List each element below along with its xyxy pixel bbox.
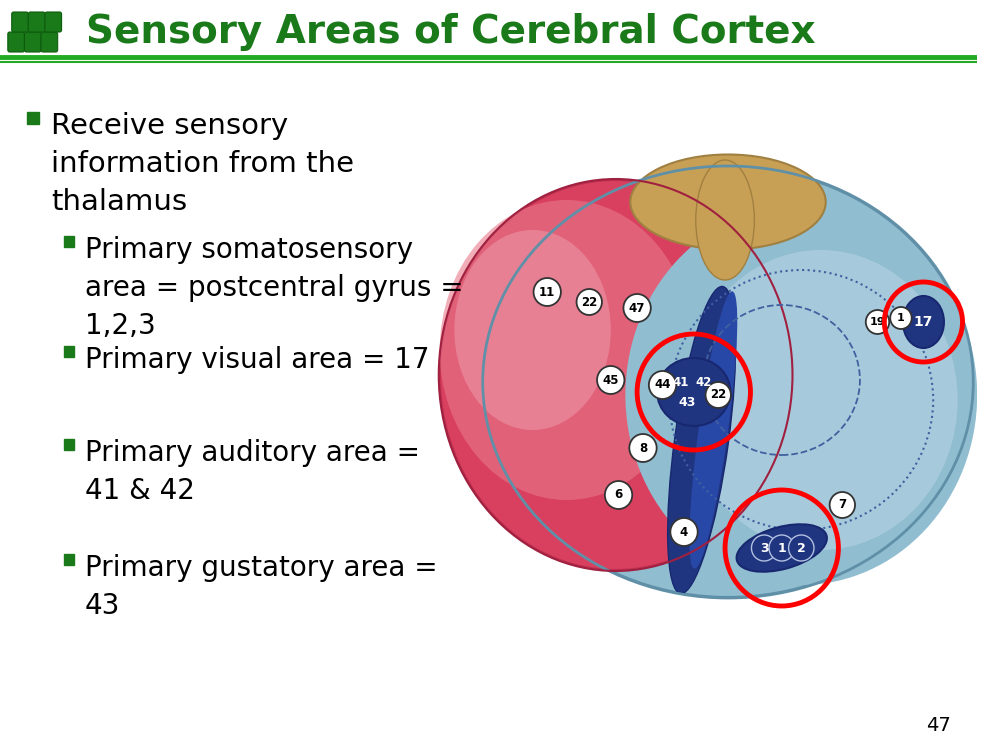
Text: 41: 41	[673, 376, 689, 388]
Circle shape	[577, 289, 602, 315]
FancyBboxPatch shape	[41, 32, 58, 52]
Text: 47: 47	[629, 302, 645, 314]
Text: 8: 8	[639, 442, 647, 454]
Text: 11: 11	[539, 286, 555, 298]
Ellipse shape	[689, 291, 737, 568]
FancyBboxPatch shape	[28, 12, 45, 32]
Text: 42: 42	[695, 376, 712, 388]
Bar	[64, 554, 74, 565]
Text: 3: 3	[760, 542, 768, 554]
Text: 4: 4	[680, 526, 688, 538]
Circle shape	[649, 371, 676, 399]
Circle shape	[670, 518, 698, 546]
Circle shape	[751, 535, 777, 561]
FancyBboxPatch shape	[12, 12, 28, 32]
Circle shape	[830, 492, 855, 518]
Ellipse shape	[625, 205, 977, 585]
Ellipse shape	[630, 154, 826, 250]
Bar	[27, 112, 39, 124]
Circle shape	[629, 434, 657, 462]
Circle shape	[605, 481, 632, 509]
Ellipse shape	[484, 167, 972, 597]
Circle shape	[769, 535, 794, 561]
FancyBboxPatch shape	[8, 32, 24, 52]
Ellipse shape	[684, 250, 958, 550]
Text: 22: 22	[581, 296, 597, 308]
Ellipse shape	[737, 524, 827, 572]
Circle shape	[789, 535, 814, 561]
Ellipse shape	[903, 296, 944, 348]
Text: 1: 1	[777, 542, 786, 554]
Text: 1: 1	[897, 313, 905, 323]
FancyBboxPatch shape	[45, 12, 62, 32]
Text: 45: 45	[602, 374, 619, 386]
Text: Primary auditory area =
41 & 42: Primary auditory area = 41 & 42	[85, 439, 420, 505]
Circle shape	[534, 278, 561, 306]
Ellipse shape	[454, 230, 611, 430]
Circle shape	[623, 294, 651, 322]
Circle shape	[890, 307, 912, 329]
FancyBboxPatch shape	[24, 32, 41, 52]
Text: 2: 2	[797, 542, 806, 554]
Text: Primary visual area = 17: Primary visual area = 17	[85, 346, 430, 374]
Bar	[64, 439, 74, 450]
Ellipse shape	[657, 358, 730, 426]
Text: Receive sensory
information from the
thalamus: Receive sensory information from the tha…	[51, 112, 354, 216]
Ellipse shape	[696, 160, 754, 280]
Ellipse shape	[668, 286, 736, 593]
Circle shape	[866, 310, 889, 334]
Ellipse shape	[440, 200, 694, 500]
Text: 17: 17	[914, 315, 933, 329]
Text: 22: 22	[710, 388, 726, 401]
Circle shape	[597, 366, 624, 394]
Text: 47: 47	[926, 716, 950, 735]
Text: Sensory Areas of Cerebral Cortex: Sensory Areas of Cerebral Cortex	[86, 13, 816, 51]
Text: 19: 19	[870, 317, 885, 327]
Ellipse shape	[440, 180, 792, 570]
Text: Primary gustatory area =
43: Primary gustatory area = 43	[85, 554, 438, 620]
Text: 44: 44	[654, 379, 671, 392]
Circle shape	[706, 382, 731, 408]
Bar	[64, 346, 74, 357]
Text: Primary somatosensory
area = postcentral gyrus =
1,2,3: Primary somatosensory area = postcentral…	[85, 236, 464, 340]
Text: 6: 6	[614, 488, 623, 502]
Text: 7: 7	[838, 499, 846, 512]
Bar	[64, 236, 74, 247]
Text: 43: 43	[678, 395, 696, 409]
